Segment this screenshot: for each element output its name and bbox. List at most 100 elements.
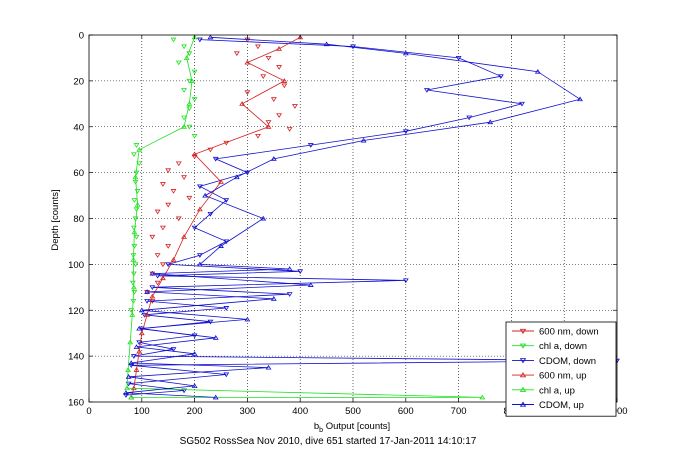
y-tick-label: 20	[73, 76, 84, 87]
x-tick-label: 500	[345, 406, 361, 417]
data-point	[191, 133, 198, 139]
data-point	[402, 129, 409, 135]
data-point	[170, 347, 177, 352]
data-point	[144, 299, 151, 304]
data-point	[175, 161, 182, 167]
data-point	[175, 60, 182, 66]
data-point	[159, 275, 166, 281]
data-point	[223, 198, 230, 203]
data-point	[159, 262, 166, 268]
data-point	[128, 363, 135, 369]
axes-box	[88, 34, 618, 403]
series-line	[125, 39, 618, 396]
y-tick-label: 160	[68, 398, 84, 409]
data-point	[136, 348, 143, 354]
legend-label: CDOM, down	[539, 356, 596, 367]
data-point	[191, 97, 198, 102]
y-tick-label: 120	[68, 306, 84, 317]
data-point	[479, 394, 486, 400]
series-line	[130, 36, 301, 398]
y-axis-label: Depth [counts]	[50, 189, 61, 250]
data-point	[196, 184, 203, 190]
y-tick-label: 60	[73, 168, 84, 179]
series-6	[123, 34, 583, 400]
data-point	[218, 179, 224, 184]
data-point	[181, 88, 187, 93]
legend-label: 600 nm, up	[539, 371, 587, 382]
legend-swatch-marker	[519, 372, 527, 378]
data-point	[218, 243, 224, 248]
data-point	[281, 78, 288, 83]
data-point	[212, 335, 219, 340]
data-point	[165, 168, 172, 174]
data-point	[124, 385, 130, 391]
data-point	[286, 127, 293, 132]
grid-lines	[89, 35, 617, 402]
data-point	[181, 115, 187, 121]
data-point	[130, 354, 137, 359]
data-point	[233, 174, 240, 180]
x-axis-label-rest: Output [counts]	[323, 421, 390, 432]
data-point	[297, 269, 304, 274]
legend-swatch-marker	[519, 386, 527, 392]
y-tick-label: 40	[73, 122, 84, 133]
data-point	[281, 83, 288, 89]
data-point	[534, 68, 541, 74]
data-point	[276, 113, 283, 119]
data-point	[129, 312, 136, 317]
data-point	[186, 195, 193, 201]
legend-label: chl a, up	[539, 385, 575, 396]
data-point	[265, 124, 272, 129]
legend: 600 nm, down chl a, down CDOM, down 600 nm,…	[505, 321, 617, 417]
legend-entry: chl a, up	[512, 385, 575, 396]
data-point	[487, 119, 494, 125]
data-point	[223, 306, 230, 311]
data-point	[189, 78, 195, 83]
legend-label: 600 nm, down	[539, 327, 599, 338]
legend-box	[505, 321, 617, 417]
data-point	[212, 156, 219, 162]
data-point	[307, 282, 314, 287]
x-axis-label-subscript: b	[319, 427, 323, 434]
y-tick-label: 80	[73, 214, 84, 225]
data-point	[265, 55, 272, 61]
data-point	[149, 293, 156, 299]
data-point	[402, 50, 409, 56]
data-point	[307, 143, 314, 148]
data-point	[125, 374, 132, 379]
data-point	[154, 280, 161, 286]
data-point	[154, 209, 161, 215]
data-point	[191, 225, 198, 231]
data-point	[125, 367, 131, 372]
data-point	[360, 137, 367, 143]
data-point	[196, 253, 203, 258]
legend-entry: 600 nm, up	[512, 371, 587, 382]
data-point	[165, 262, 172, 268]
data-point	[244, 90, 251, 96]
data-point	[144, 289, 151, 294]
data-point	[239, 101, 246, 106]
x-tick-label: 700	[451, 406, 467, 417]
x-tick-label: 100	[134, 406, 150, 417]
y-tick-label: 100	[68, 260, 84, 271]
x-axis-label-main: b	[314, 421, 319, 432]
data-point	[136, 325, 143, 331]
data-point	[244, 316, 251, 322]
data-point	[270, 156, 277, 161]
data-point	[423, 88, 430, 93]
data-point	[519, 101, 525, 107]
legend-swatch-marker	[519, 343, 527, 349]
data-point	[133, 344, 140, 349]
data-point	[170, 37, 177, 43]
data-point	[133, 234, 140, 240]
data-point	[181, 234, 187, 239]
data-point	[291, 104, 298, 109]
legend-swatch-marker	[519, 401, 527, 407]
data-point	[134, 202, 141, 207]
data-point	[165, 202, 172, 208]
data-point	[202, 192, 209, 198]
data-point	[159, 225, 166, 231]
x-tick-label: 0	[86, 406, 91, 417]
data-point	[131, 198, 138, 203]
